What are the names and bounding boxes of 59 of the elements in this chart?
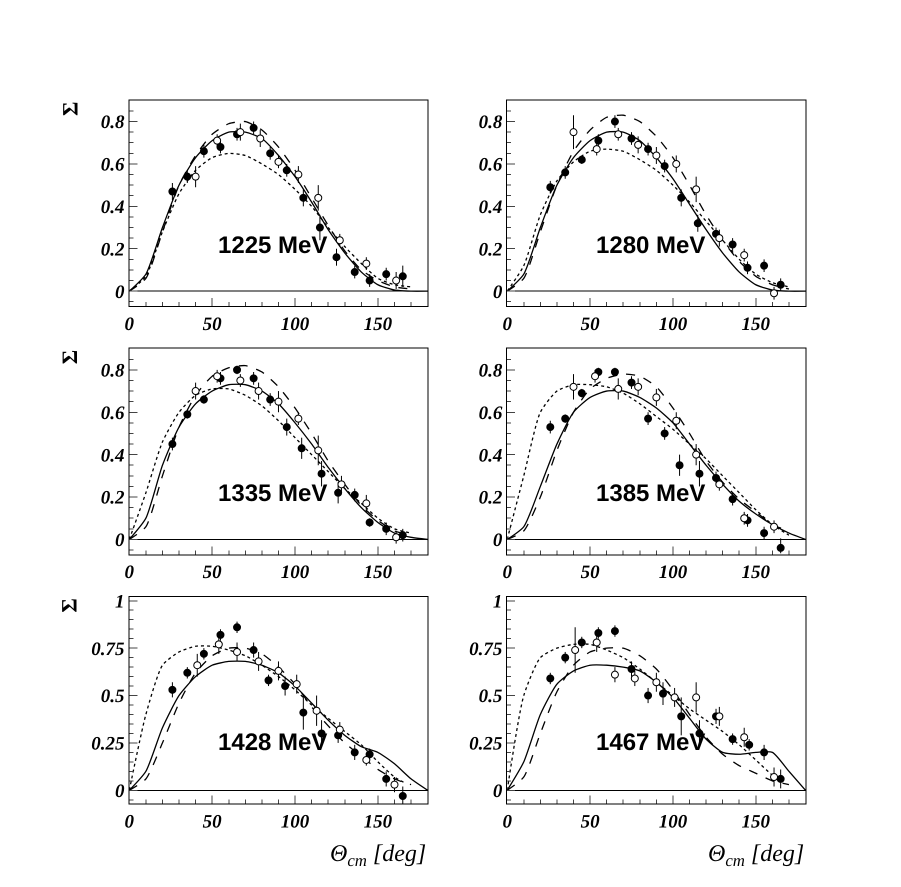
y-tick-label: 0.25 [91,734,126,755]
y-tick-label: 0.6 [478,402,503,424]
y-tick-label: 0.2 [478,239,503,260]
y-tick-label: 0.2 [100,488,126,509]
x-tick-label: 100 [280,314,310,335]
y-tick-label: 0.4 [100,445,125,466]
y-tick-label: 0.4 [100,196,125,218]
x-tick-label: 50 [580,811,600,832]
y-tick-label: 0.2 [100,239,126,260]
y-tick-label: 0.8 [478,360,503,382]
y-axis-title: Σ [57,102,82,116]
x-tick-label: 100 [280,562,310,584]
x-axis-title: Θ$_{cm}$ [deg] [330,841,426,870]
x-tick-label: 50 [202,562,222,584]
y-tick-label: 0.4 [478,196,502,218]
x-tick-label: 150 [364,811,393,832]
y-tick-label: 0 [115,530,126,552]
annotation: 1467 MeV [596,729,706,756]
y-tick-label: 0.4 [478,445,502,466]
y-tick-label: 0.6 [100,402,126,424]
y-tick-label: 0.25 [469,734,503,755]
x-tick-label: 150 [742,562,771,584]
y-tick-label: 0.75 [91,638,126,660]
x-tick-label: 50 [580,562,600,584]
y-tick-label: 1 [492,591,502,612]
y-tick-label: 0.2 [478,488,503,509]
y-tick-label: 0 [115,780,126,802]
y-tick-label: 0.8 [478,112,503,134]
x-tick-label: 150 [742,314,771,335]
y-tick-label: 1 [115,591,125,612]
x-tick-label: 50 [202,314,222,335]
annotation: 1225 MeV [218,232,328,259]
y-tick-label: 0 [492,530,503,552]
y-tick-label: 0.8 [100,360,126,382]
annotation: 1335 MeV [218,480,328,507]
y-tick-label: 0.75 [469,638,503,660]
x-tick-label: 100 [658,314,688,335]
x-tick-label: 50 [580,314,600,335]
x-axis-title: Θ$_{cm}$ [deg] [708,841,804,870]
y-tick-label: 0 [492,780,503,802]
annotation: 1385 MeV [596,480,706,507]
x-tick-label: 100 [658,811,688,832]
y-axis-title: Σ [56,350,82,364]
y-tick-label: 0.5 [478,686,503,708]
x-tick-label: 100 [280,811,310,832]
y-tick-label: 0.5 [100,686,126,708]
annotation: 1428 MeV [218,729,328,756]
y-tick-label: 0 [492,282,503,303]
y-tick-label: 0.8 [100,112,126,134]
x-tick-label: 150 [742,811,771,832]
y-tick-label: 0.6 [100,154,126,176]
y-tick-label: 0.6 [478,154,503,176]
y-axis-title: Σ [56,598,82,613]
x-tick-label: 150 [364,314,393,335]
x-tick-label: 100 [658,562,688,584]
x-tick-label: 50 [202,811,222,832]
x-tick-label: 150 [364,562,393,584]
y-tick-label: 0 [115,282,126,303]
annotation: 1280 MeV [596,232,706,259]
